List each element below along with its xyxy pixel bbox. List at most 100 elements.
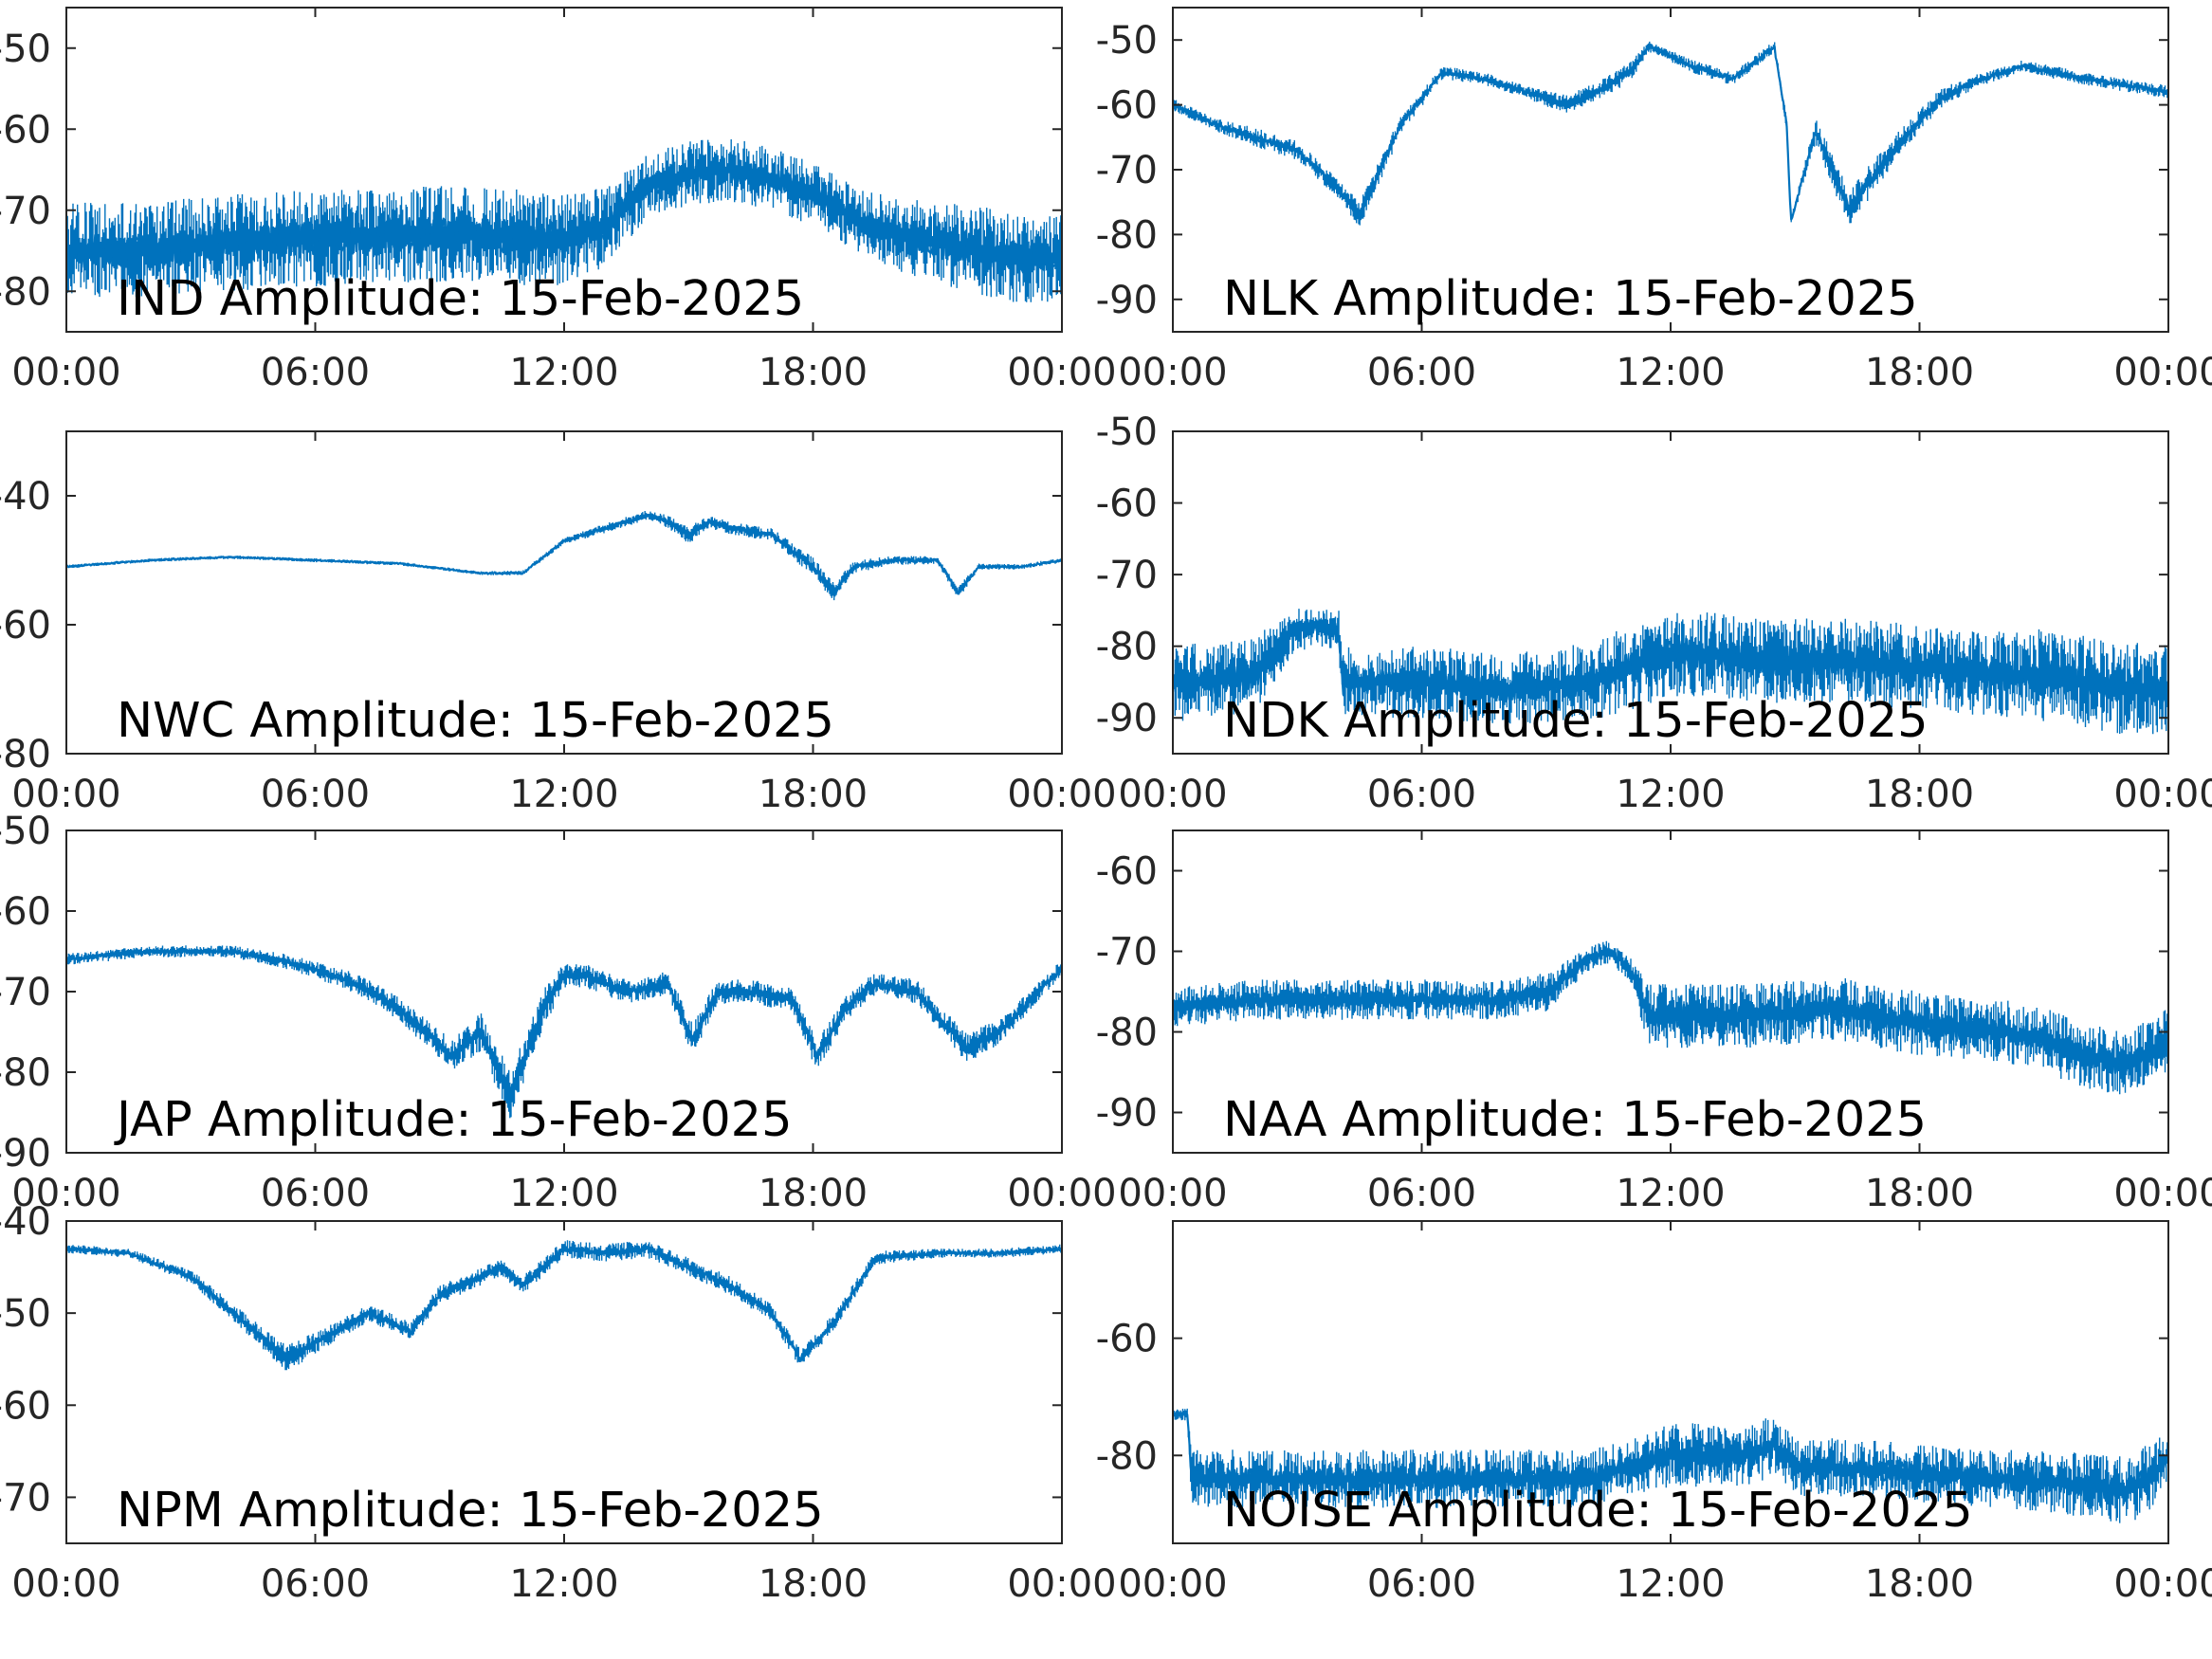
y-tick-label: -50 bbox=[0, 27, 51, 71]
y-tick-label: -50 bbox=[1096, 410, 1158, 454]
x-tick-label: 06:00 bbox=[261, 773, 370, 816]
y-tick-label: -70 bbox=[0, 971, 51, 1014]
x-tick-label: 06:00 bbox=[1367, 351, 1476, 394]
series-envelope-6 bbox=[66, 1240, 1062, 1371]
x-tick-label: 18:00 bbox=[1865, 1172, 1974, 1215]
y-tick-label: -70 bbox=[1096, 149, 1158, 192]
series-line-0 bbox=[66, 158, 1062, 274]
panel-title: NWC Amplitude: 15-Feb-2025 bbox=[117, 693, 834, 749]
x-tick-label: 18:00 bbox=[759, 773, 868, 816]
panel-5: 00:00 06:00 12:00 18:00 00:00 -60 -70 -80 -90 NAA… bbox=[1096, 830, 2212, 1215]
y-tick-label: -70 bbox=[0, 190, 51, 233]
x-tick-label: 00:00 bbox=[11, 773, 120, 816]
y-tick-label: -90 bbox=[1096, 279, 1158, 322]
x-tick-label: 00:00 bbox=[1118, 1562, 1227, 1606]
x-tick-label: 12:00 bbox=[509, 1172, 618, 1215]
x-tick-label: 18:00 bbox=[759, 1172, 868, 1215]
x-tick-label: 00:00 bbox=[1007, 1172, 1116, 1215]
x-tick-label: 12:00 bbox=[509, 773, 618, 816]
series-line-3 bbox=[1173, 619, 2168, 705]
y-tick-label: -60 bbox=[1096, 84, 1158, 128]
series-line-5 bbox=[1173, 946, 2168, 1074]
series-line-4 bbox=[66, 948, 1062, 1095]
y-tick-label: -60 bbox=[0, 1384, 51, 1428]
x-tick-label: 00:00 bbox=[1118, 773, 1227, 816]
x-tick-label: 06:00 bbox=[261, 351, 370, 394]
y-tick-label: -50 bbox=[0, 1292, 51, 1336]
panel-title: NDK Amplitude: 15-Feb-2025 bbox=[1223, 693, 1929, 749]
x-tick-label: 00:00 bbox=[2113, 773, 2212, 816]
y-tick-label: -40 bbox=[0, 475, 51, 519]
x-tick-label: 18:00 bbox=[1865, 1562, 1974, 1606]
y-tick-label: -70 bbox=[0, 1476, 51, 1520]
y-tick-label: -60 bbox=[0, 890, 51, 934]
panel-3: 00:00 06:00 12:00 18:00 00:00 -50 -60 -70 -80 -90… bbox=[1096, 410, 2212, 816]
x-tick-label: 00:00 bbox=[2113, 351, 2212, 394]
panel-0: 00:00 06:00 12:00 18:00 00:00 -50 -60 -70 -80 IND… bbox=[0, 7, 1117, 394]
x-tick-label: 06:00 bbox=[1367, 773, 1476, 816]
series-line-6 bbox=[66, 1245, 1062, 1363]
y-tick-label: -80 bbox=[1096, 1434, 1158, 1478]
panel-title: NOISE Amplitude: 15-Feb-2025 bbox=[1223, 1483, 1973, 1539]
x-tick-label: 12:00 bbox=[1616, 351, 1725, 394]
y-tick-label: -80 bbox=[0, 733, 51, 776]
panel-2: 00:00 06:00 12:00 18:00 00:00 -40 -60 -80 NWC Am… bbox=[0, 430, 1117, 816]
series-envelope-1 bbox=[1173, 41, 2168, 226]
series-line-7 bbox=[1173, 1411, 2168, 1503]
x-tick-label: 06:00 bbox=[261, 1562, 370, 1606]
panel-title: NAA Amplitude: 15-Feb-2025 bbox=[1223, 1092, 1927, 1148]
x-tick-label: 12:00 bbox=[509, 351, 618, 394]
panel-1: 00:00 06:00 12:00 18:00 00:00 -50 -60 -70 -80 -90… bbox=[1096, 7, 2212, 394]
y-tick-label: -90 bbox=[0, 1132, 51, 1176]
x-tick-label: 12:00 bbox=[1616, 773, 1725, 816]
y-tick-label: -90 bbox=[1096, 697, 1158, 740]
y-tick-label: -70 bbox=[1096, 931, 1158, 975]
x-tick-label: 00:00 bbox=[2113, 1562, 2212, 1606]
y-tick-label: -60 bbox=[0, 108, 51, 152]
x-tick-label: 00:00 bbox=[11, 1562, 120, 1606]
series-line-2 bbox=[66, 513, 1062, 596]
x-tick-label: 00:00 bbox=[11, 1172, 120, 1215]
panel-6: 00:00 06:00 12:00 18:00 00:00 -40 -50 -60 -70 NPM… bbox=[0, 1200, 1117, 1606]
panel-title: NPM Amplitude: 15-Feb-2025 bbox=[117, 1483, 824, 1539]
y-tick-label: -80 bbox=[1096, 626, 1158, 669]
y-tick-label: -80 bbox=[1096, 1012, 1158, 1055]
x-tick-label: 00:00 bbox=[11, 351, 120, 394]
x-tick-label: 18:00 bbox=[759, 1562, 868, 1606]
panel-title: JAP Amplitude: 15-Feb-2025 bbox=[114, 1092, 793, 1148]
y-tick-label: -70 bbox=[1096, 554, 1158, 597]
y-tick-label: -50 bbox=[0, 810, 51, 853]
y-tick-label: -40 bbox=[0, 1200, 51, 1244]
x-tick-label: 12:00 bbox=[509, 1562, 618, 1606]
y-tick-label: -60 bbox=[1096, 850, 1158, 894]
x-tick-label: 00:00 bbox=[1007, 351, 1116, 394]
x-tick-label: 00:00 bbox=[1007, 773, 1116, 816]
panel-title: IND Amplitude: 15-Feb-2025 bbox=[117, 271, 804, 327]
x-tick-label: 18:00 bbox=[1865, 773, 1974, 816]
y-tick-label: -80 bbox=[0, 270, 51, 314]
y-tick-label: -60 bbox=[0, 604, 51, 647]
x-tick-label: 18:00 bbox=[759, 351, 868, 394]
series-envelope-2 bbox=[66, 511, 1062, 601]
panel-7: 00:00 06:00 12:00 18:00 00:00 -60 -80 NOISE Amp… bbox=[1096, 1220, 2212, 1606]
x-tick-label: 00:00 bbox=[1118, 351, 1227, 394]
y-tick-label: -60 bbox=[1096, 483, 1158, 526]
x-tick-label: 00:00 bbox=[1007, 1562, 1116, 1606]
x-tick-label: 06:00 bbox=[261, 1172, 370, 1215]
panel-4: 00:00 06:00 12:00 18:00 00:00 -50 -60 -70 -80 -90… bbox=[0, 810, 1117, 1215]
y-tick-label: -80 bbox=[1096, 213, 1158, 257]
x-tick-label: 12:00 bbox=[1616, 1172, 1725, 1215]
x-tick-label: 12:00 bbox=[1616, 1562, 1725, 1606]
x-tick-label: 06:00 bbox=[1367, 1172, 1476, 1215]
panel-title: NLK Amplitude: 15-Feb-2025 bbox=[1223, 271, 1918, 327]
x-tick-label: 06:00 bbox=[1367, 1562, 1476, 1606]
y-tick-label: -80 bbox=[0, 1051, 51, 1095]
series-line-1 bbox=[1173, 44, 2168, 221]
y-tick-label: -90 bbox=[1096, 1092, 1158, 1136]
x-tick-label: 18:00 bbox=[1865, 351, 1974, 394]
x-tick-label: 00:00 bbox=[1118, 1172, 1227, 1215]
y-tick-label: -50 bbox=[1096, 19, 1158, 63]
y-tick-label: -60 bbox=[1096, 1318, 1158, 1361]
x-tick-label: 00:00 bbox=[2113, 1172, 2212, 1215]
